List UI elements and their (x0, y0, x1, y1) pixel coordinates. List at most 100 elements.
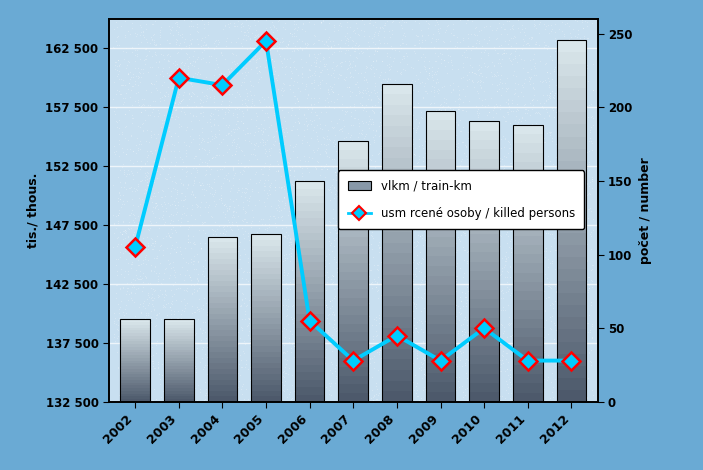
Bar (470, 308, 499, 318)
Point (333, 189, 344, 196)
Point (387, 226, 399, 233)
Point (264, 68, 276, 76)
Point (558, 30, 569, 38)
Point (324, 383, 335, 390)
Point (188, 257, 200, 265)
Point (583, 328, 594, 335)
Point (357, 200, 368, 208)
Point (413, 231, 424, 239)
Point (530, 163, 541, 170)
Point (546, 257, 557, 264)
Point (144, 63, 155, 71)
Point (463, 332, 474, 339)
Point (250, 170, 261, 177)
Point (573, 221, 584, 228)
Bar (557, 317, 586, 329)
Point (349, 187, 361, 194)
Point (433, 30, 444, 37)
Point (461, 223, 472, 231)
Point (586, 146, 598, 154)
Point (264, 316, 275, 323)
Point (254, 98, 265, 105)
Point (172, 217, 183, 224)
Point (564, 95, 575, 103)
Point (530, 166, 541, 174)
Point (426, 301, 437, 309)
Point (494, 152, 505, 159)
Point (304, 141, 315, 149)
Point (224, 202, 236, 210)
Point (217, 284, 228, 291)
Point (319, 162, 330, 170)
Point (496, 91, 507, 99)
Point (392, 236, 404, 243)
Point (146, 184, 157, 192)
Point (583, 285, 595, 292)
Point (335, 345, 347, 353)
Point (283, 82, 295, 89)
Bar (470, 290, 499, 299)
Point (170, 161, 181, 169)
Point (183, 103, 194, 111)
Point (253, 225, 264, 232)
Point (264, 223, 275, 230)
Point (402, 254, 413, 262)
Point (134, 247, 145, 254)
Point (401, 198, 412, 205)
Point (318, 54, 329, 61)
Point (220, 353, 231, 360)
Point (342, 391, 354, 398)
Point (389, 110, 401, 118)
Point (213, 333, 224, 340)
Point (127, 378, 138, 385)
Point (407, 25, 418, 32)
Point (524, 112, 535, 119)
Point (538, 184, 549, 191)
Point (411, 304, 422, 312)
Point (385, 282, 396, 290)
Point (491, 366, 502, 374)
Point (189, 384, 200, 392)
Point (188, 383, 199, 390)
Bar (382, 137, 412, 147)
Point (264, 54, 275, 62)
Point (313, 137, 324, 144)
Point (174, 123, 185, 130)
Point (408, 135, 419, 143)
Bar (513, 189, 543, 199)
Point (373, 150, 384, 157)
Point (374, 118, 385, 126)
Point (289, 46, 300, 54)
Point (470, 218, 481, 225)
Point (221, 206, 233, 213)
Point (117, 217, 129, 224)
Point (404, 341, 415, 349)
Point (284, 63, 295, 71)
Point (560, 279, 571, 287)
Point (194, 211, 205, 219)
Point (183, 232, 194, 239)
Point (408, 102, 419, 109)
Point (370, 277, 381, 284)
Point (261, 56, 272, 63)
Point (169, 129, 181, 136)
Point (164, 30, 175, 37)
Point (558, 108, 569, 116)
Point (429, 137, 440, 145)
Point (515, 117, 527, 125)
Point (346, 286, 357, 293)
Point (156, 119, 167, 126)
Point (415, 307, 427, 315)
Point (437, 138, 448, 146)
Bar (513, 180, 543, 189)
Point (510, 208, 521, 215)
Point (500, 252, 511, 259)
Point (379, 178, 390, 186)
Point (396, 138, 408, 145)
Point (501, 339, 512, 346)
Point (349, 341, 360, 349)
Point (344, 172, 355, 180)
Point (183, 53, 195, 61)
Point (205, 374, 217, 382)
Point (122, 267, 134, 275)
